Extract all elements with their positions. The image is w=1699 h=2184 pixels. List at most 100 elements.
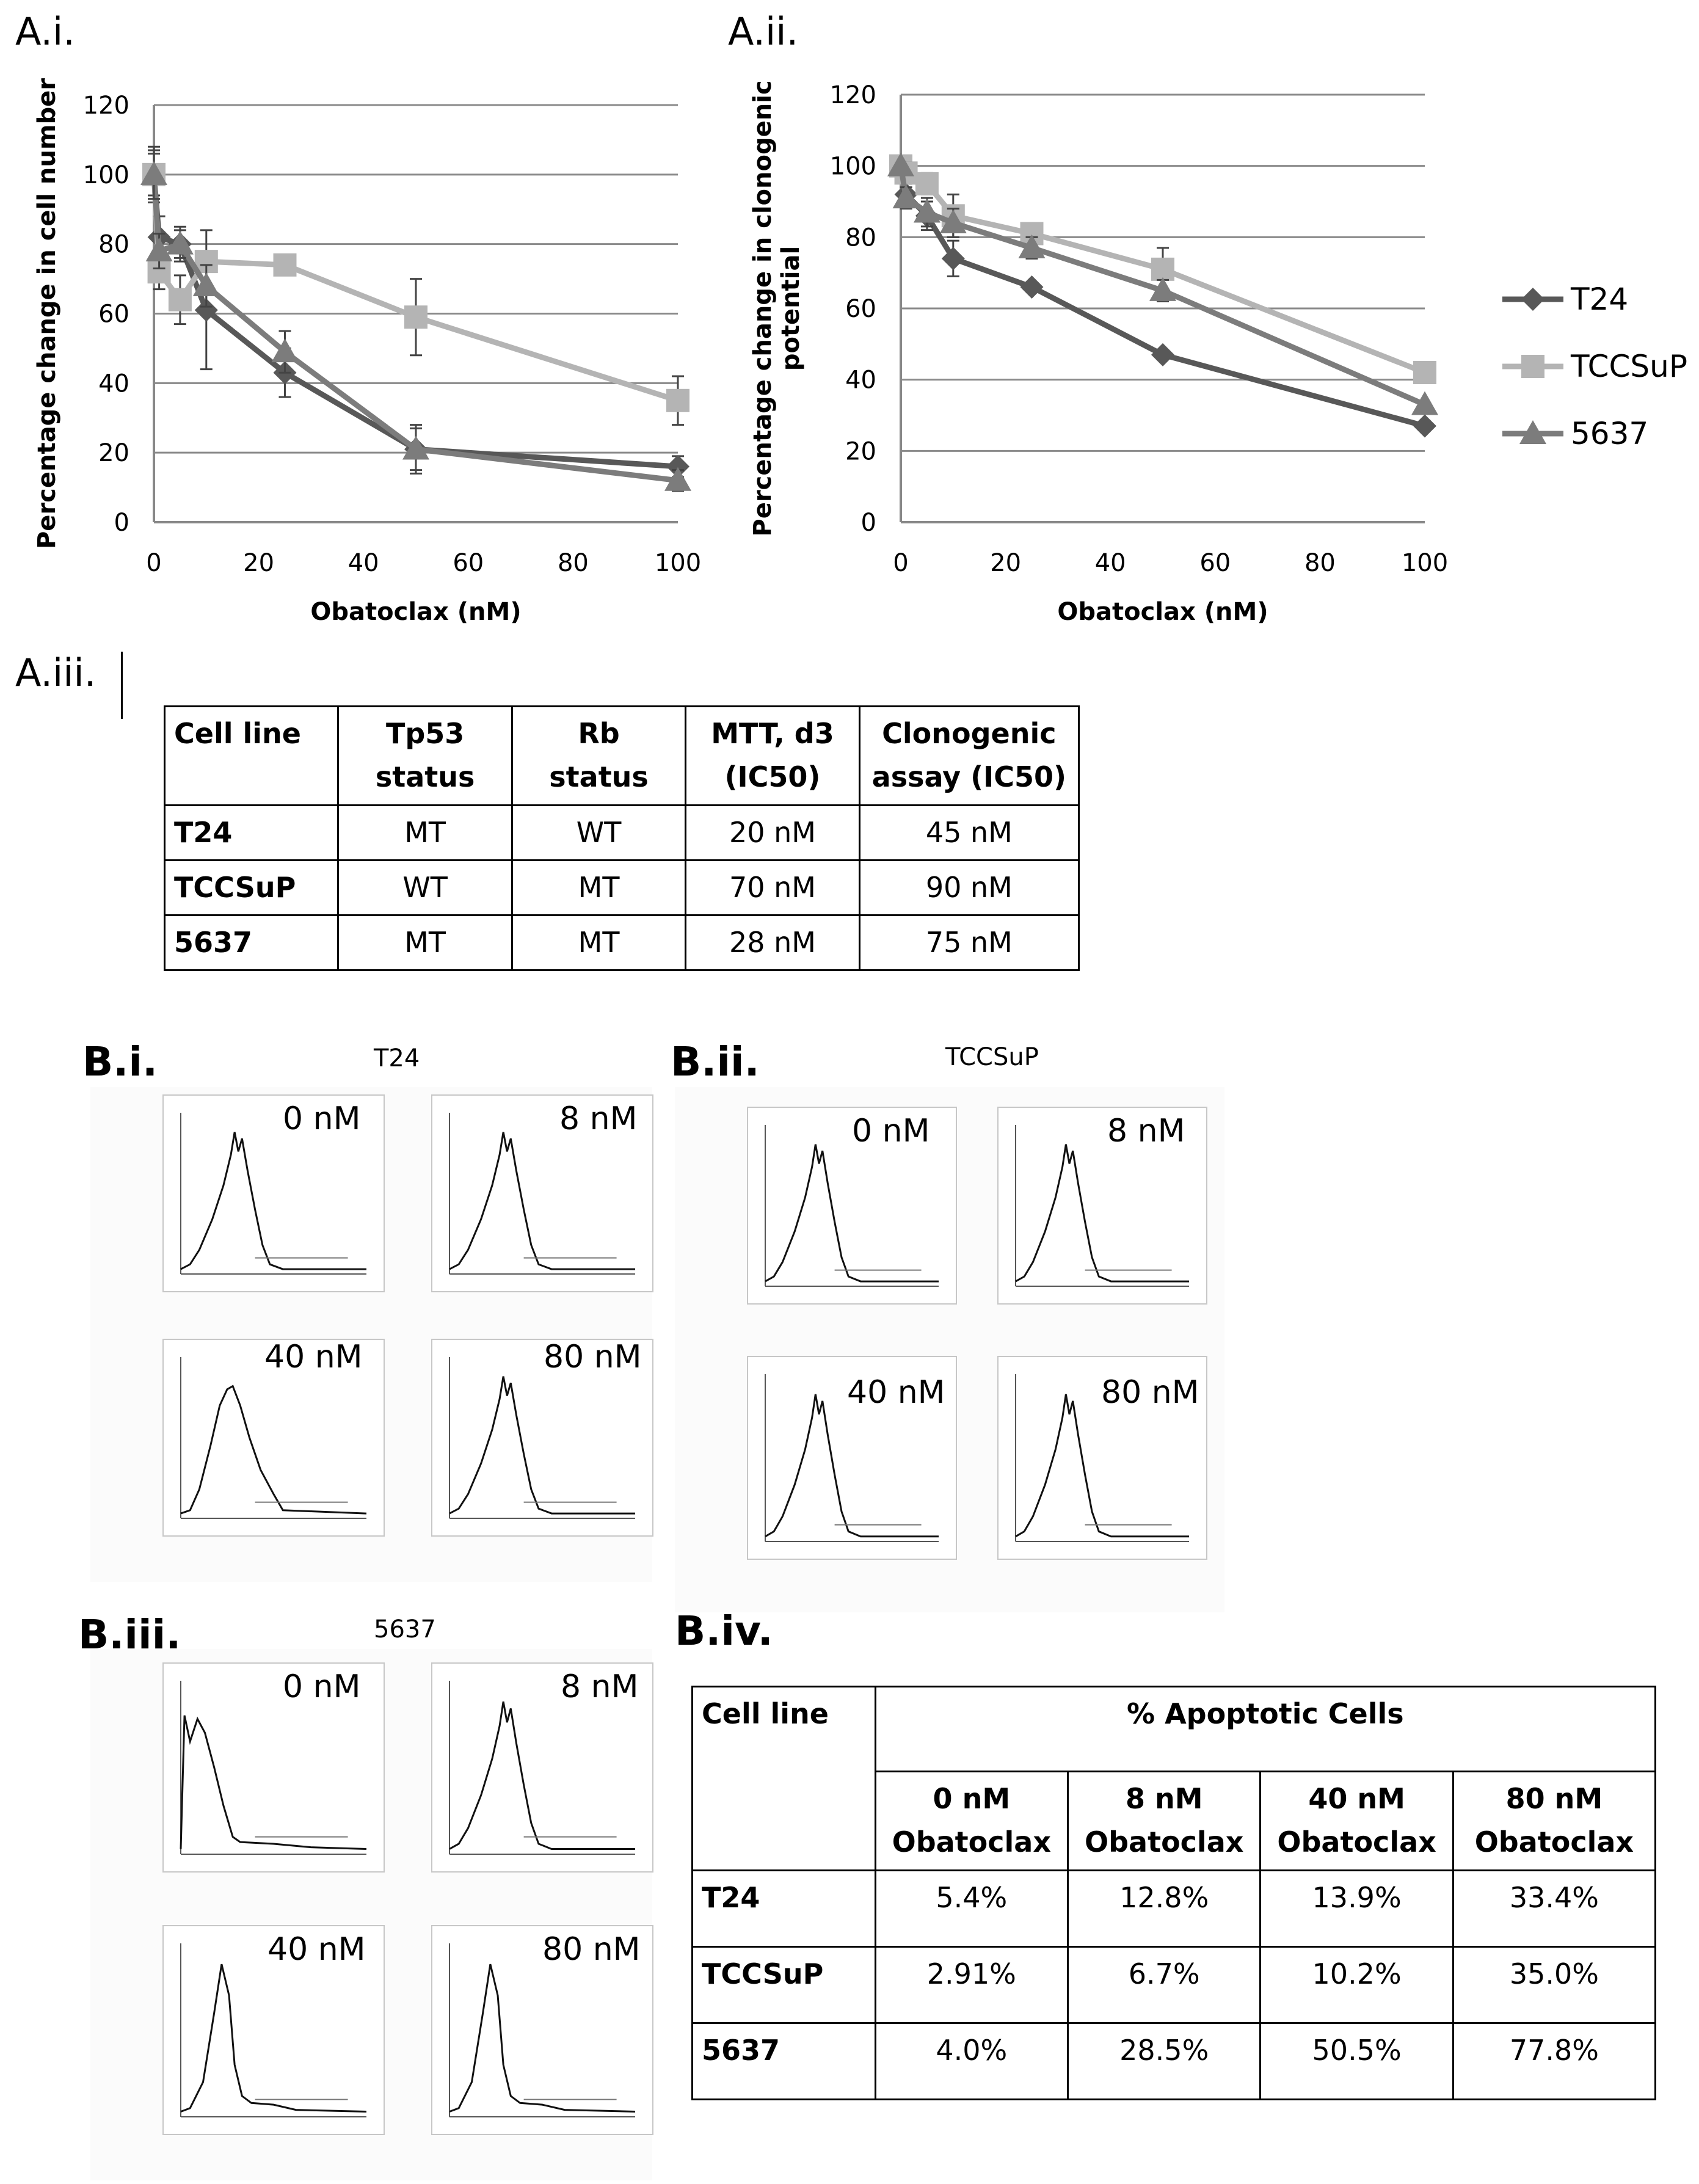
table-header-cell: Cell line bbox=[163, 705, 340, 806]
triangle-marker bbox=[939, 209, 967, 233]
panel-label-a-ii: A.ii. bbox=[728, 9, 799, 54]
table-header-cell: 80 nM Obatoclax bbox=[1452, 1771, 1657, 1871]
y-tick-label: 40 bbox=[98, 369, 129, 398]
y-tick-label: 0 bbox=[114, 509, 129, 537]
table-header-cell: 0 nM Obatoclax bbox=[874, 1771, 1069, 1871]
triangle-marker bbox=[1018, 234, 1046, 258]
x-axis-label: Obatoclax (nM) bbox=[1057, 598, 1268, 626]
table-row: 5637 MT MT 28 nM 75 nM bbox=[163, 914, 1080, 972]
x-tick-label: 20 bbox=[990, 549, 1021, 577]
histogram-curve bbox=[180, 1681, 367, 1855]
histogram-curve bbox=[449, 1113, 635, 1275]
x-tick-label: 40 bbox=[348, 549, 379, 577]
square-marker bbox=[273, 253, 297, 277]
histogram-curve bbox=[765, 1125, 939, 1287]
panel-label-b-ii: B.ii. bbox=[671, 1038, 760, 1085]
y-tick-label: 0 bbox=[861, 509, 876, 537]
facs-panel-5637: 0 nM 8 nM 40 nM 80 nM bbox=[90, 1649, 653, 2180]
histogram-trace bbox=[765, 1394, 939, 1538]
y-tick-label: 80 bbox=[98, 231, 129, 259]
y-tick-label: 60 bbox=[845, 295, 876, 323]
apoptosis-table: Cell line % Apoptotic Cells 0 nM Obatocla… bbox=[691, 1686, 1657, 2100]
table-cell: 5637 bbox=[691, 2022, 876, 2100]
table-cell: T24 bbox=[691, 1869, 876, 1948]
x-tick-label: 40 bbox=[1095, 549, 1126, 577]
histogram-plot bbox=[162, 1925, 385, 2135]
facs-panel-tccsup: 0 nM 8 nM 40 nM 80 nM bbox=[675, 1087, 1224, 1612]
table-header-cell: Clonogenic assay (IC50) bbox=[858, 705, 1080, 806]
table-cell: TCCSuP bbox=[691, 1945, 876, 2024]
table-cell: 5.4% bbox=[874, 1869, 1069, 1948]
concentration-label: 40 nM bbox=[847, 1374, 945, 1411]
panel-label-a-iii: A.iii. bbox=[15, 650, 96, 695]
table-cell: 28 nM bbox=[685, 914, 860, 972]
triangle-marker bbox=[166, 230, 194, 255]
table-header-cell: 8 nM Obatoclax bbox=[1067, 1771, 1262, 1871]
triangle-marker bbox=[192, 272, 220, 296]
histogram-plot bbox=[431, 1925, 653, 2135]
x-tick-label: 20 bbox=[243, 549, 274, 577]
table-row: T24 MT WT 20 nM 45 nM bbox=[163, 804, 1080, 861]
table-header-row: Cell line % Apoptotic Cells bbox=[691, 1686, 1657, 1871]
x-tick-label: 100 bbox=[655, 549, 701, 577]
y-tick-label: 60 bbox=[98, 300, 129, 329]
table-cell: 6.7% bbox=[1067, 1945, 1262, 2024]
histogram-curve bbox=[180, 1357, 367, 1519]
panel-label-a-i: A.i. bbox=[15, 9, 75, 54]
histogram-trace bbox=[765, 1144, 939, 1283]
histogram-plot bbox=[747, 1356, 957, 1560]
histogram-curve bbox=[1015, 1374, 1189, 1542]
triangle-marker bbox=[140, 161, 167, 185]
triangle-marker bbox=[402, 435, 429, 460]
x-tick-label: 0 bbox=[146, 549, 161, 577]
legend-label: TCCSuP bbox=[1570, 349, 1687, 384]
histogram-curve bbox=[765, 1374, 939, 1542]
table-header-cell: MTT, d3 (IC50) bbox=[685, 705, 860, 806]
table-header-row: Cell line Tp53 status Rb status MTT, d3 (IC… bbox=[163, 705, 1080, 806]
triangle-marker bbox=[664, 467, 691, 491]
histogram-curve bbox=[449, 1943, 636, 2117]
histogram-curve bbox=[1015, 1125, 1189, 1287]
histogram-trace bbox=[449, 1964, 636, 2113]
table-cell: 28.5% bbox=[1067, 2022, 1262, 2100]
concentration-label: 40 nM bbox=[267, 1931, 366, 1968]
table-row: TCCSuP WT MT 70 nM 90 nM bbox=[163, 859, 1080, 917]
legend-label: T24 bbox=[1570, 282, 1628, 317]
series-5637 bbox=[140, 149, 691, 492]
table-cell: TCCSuP bbox=[163, 859, 340, 917]
histogram-trace bbox=[180, 1715, 367, 1850]
table-header-cell: Rb status bbox=[511, 705, 687, 806]
table-cell: 5637 bbox=[163, 914, 340, 972]
table-cell: MT bbox=[337, 804, 513, 861]
concentration-label: 80 nM bbox=[544, 1339, 642, 1375]
square-marker bbox=[1521, 355, 1544, 378]
x-tick-label: 80 bbox=[558, 549, 589, 577]
table-cell: 35.0% bbox=[1452, 1945, 1657, 2024]
y-axis-label: Percentage change in cell number bbox=[33, 78, 61, 549]
facs-panel-t24: 0 nM 8 nM 40 nM 80 nM bbox=[90, 1087, 653, 1582]
histogram-plot bbox=[997, 1356, 1207, 1560]
x-tick-label: 0 bbox=[893, 549, 908, 577]
histogram-curve bbox=[180, 1113, 366, 1275]
concentration-label: 80 nM bbox=[542, 1931, 641, 1968]
histogram-trace bbox=[180, 1132, 366, 1270]
x-tick-label: 60 bbox=[1199, 549, 1231, 577]
histogram-trace bbox=[449, 1376, 635, 1515]
x-tick-label: 60 bbox=[453, 549, 484, 577]
concentration-label: 8 nM bbox=[561, 1669, 639, 1705]
diamond-marker bbox=[194, 298, 218, 322]
triangle-marker bbox=[887, 152, 914, 177]
histogram-plot bbox=[431, 1662, 653, 1873]
square-marker bbox=[1413, 361, 1436, 384]
table-cell: 4.0% bbox=[874, 2022, 1069, 2100]
table-cell: MT bbox=[337, 914, 513, 972]
table-cell: 75 nM bbox=[858, 914, 1080, 972]
concentration-label: 0 nM bbox=[283, 1669, 361, 1705]
square-marker bbox=[915, 172, 939, 195]
concentration-label: 40 nM bbox=[264, 1339, 363, 1375]
y-tick-label: 80 bbox=[845, 224, 876, 252]
triangle-marker bbox=[271, 338, 299, 363]
y-tick-label: 100 bbox=[830, 153, 876, 181]
triangle-marker bbox=[145, 238, 173, 262]
triangle-marker bbox=[1519, 420, 1546, 444]
